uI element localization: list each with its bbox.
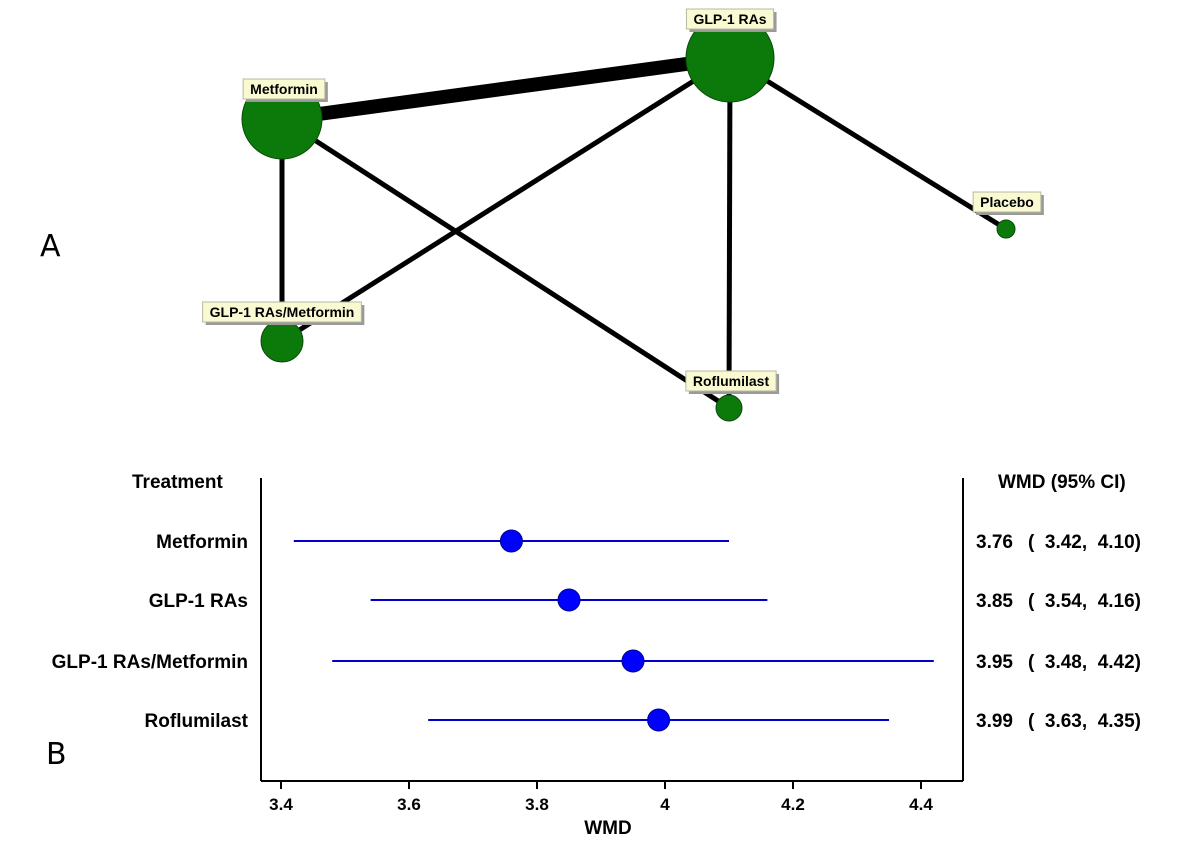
estimate-point — [499, 529, 523, 553]
node-label-metformin: Metformin — [242, 78, 328, 102]
estimate-text: 3.99 — [976, 711, 1013, 732]
node-roflumilast — [715, 394, 743, 422]
label-box — [242, 78, 326, 100]
x-tick-label: 4.2 — [781, 795, 805, 814]
label-box — [685, 370, 777, 392]
panel-a-letter: A — [40, 229, 61, 264]
treatment-label: GLP-1 RAs/Metformin — [52, 652, 248, 673]
edge-glp1-placebo — [728, 55, 1008, 232]
wmd-column-header: WMD (95% CI) — [998, 472, 1126, 493]
edge-glp1-glp1met — [280, 55, 732, 344]
network-edges — [279, 51, 1008, 411]
forest-row: GLP-1 RAs/Metformin 3.95 ( 3.48, 4.42) — [52, 649, 1141, 673]
treatment-column-header: Treatment — [132, 472, 223, 493]
estimate-text: 3.85 — [976, 591, 1013, 612]
estimate-point — [621, 649, 645, 673]
x-tick-label: 4.4 — [909, 795, 933, 814]
node-label-text: Placebo — [980, 194, 1034, 210]
estimate-text: 3.76 — [976, 532, 1013, 553]
estimate-point — [647, 708, 671, 732]
treatment-label: Roflumilast — [145, 711, 249, 732]
forest-row: Metformin 3.76 ( 3.42, 4.10) — [156, 529, 1141, 553]
estimate-text: 3.95 — [976, 652, 1013, 673]
network-plot: Metformin GLP-1 RAs Placebo GLP-1 RAs/Metfo… — [202, 8, 1044, 422]
treatment-label: Metformin — [156, 532, 248, 553]
node-label-text: GLP-1 RAs/Metformin — [210, 304, 355, 320]
node-glp1met — [260, 319, 304, 363]
label-box — [202, 301, 362, 323]
node-label-glp1: GLP-1 RAs — [685, 8, 777, 32]
network-labels: Metformin GLP-1 RAs Placebo GLP-1 RAs/Metfo… — [202, 8, 1044, 394]
node-label-placebo: Placebo — [972, 191, 1044, 215]
node-label-roflumilast: Roflumilast — [685, 370, 780, 394]
edge-metformin-glp1 — [281, 51, 731, 126]
ci-text: ( 3.42, 4.10) — [1028, 532, 1141, 553]
forest-rows: Metformin 3.76 ( 3.42, 4.10) GLP-1 RAs 3.85 (… — [52, 529, 1141, 732]
panel-b-letter: B — [46, 737, 67, 772]
x-tick-label: 4 — [660, 795, 670, 814]
edge-metformin-roflumilast — [280, 116, 731, 411]
ci-text: ( 3.48, 4.42) — [1028, 652, 1141, 673]
estimate-point — [557, 588, 581, 612]
x-tick-label: 3.6 — [397, 795, 421, 814]
x-axis-title: WMD — [584, 818, 631, 839]
ci-text: ( 3.63, 4.35) — [1028, 711, 1141, 732]
label-box — [972, 191, 1042, 213]
node-label-text: Metformin — [250, 81, 318, 97]
x-axis-ticks: 3.4 3.6 3.8 4 4.2 4.4 — [269, 781, 933, 814]
forest-row: Roflumilast 3.99 ( 3.63, 4.35) — [145, 708, 1141, 732]
edge-glp1-roflumilast — [726, 57, 733, 409]
treatment-label: GLP-1 RAs — [149, 591, 248, 612]
node-placebo — [996, 219, 1016, 239]
node-label-text: GLP-1 RAs — [693, 11, 766, 27]
node-label-text: Roflumilast — [693, 373, 770, 389]
x-tick-label: 3.4 — [269, 795, 293, 814]
forest-plot: Treatment WMD (95% CI) 3.4 3.6 3.8 4 4.2 4.4 … — [52, 472, 1141, 839]
forest-row: GLP-1 RAs 3.85 ( 3.54, 4.16) — [149, 588, 1141, 612]
x-tick-label: 3.8 — [525, 795, 549, 814]
ci-text: ( 3.54, 4.16) — [1028, 591, 1141, 612]
node-label-glp1met: GLP-1 RAs/Metformin — [202, 301, 365, 325]
label-box — [685, 8, 775, 30]
